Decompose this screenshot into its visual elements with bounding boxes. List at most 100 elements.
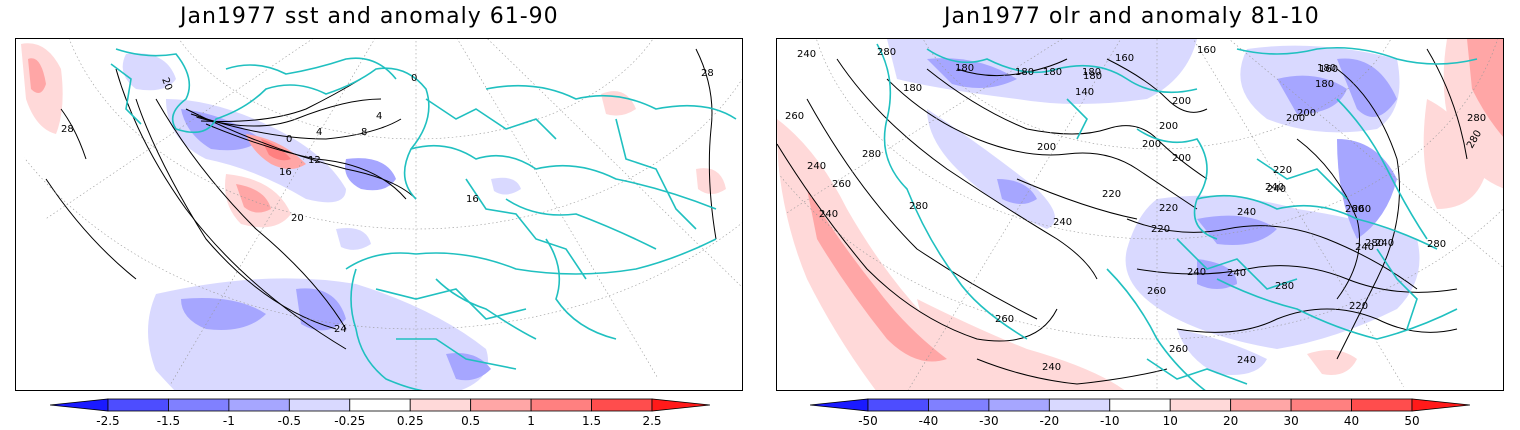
contour-line bbox=[1426, 48, 1468, 160]
warm-anomaly-region bbox=[917, 299, 1127, 390]
colorbar-segment bbox=[867, 398, 929, 412]
colorbar-arrow-low bbox=[50, 398, 109, 412]
left-panel-title: Jan1977 sst and anomaly 61-90 bbox=[180, 4, 559, 29]
cool-anomaly-region bbox=[345, 158, 396, 191]
graticule bbox=[777, 39, 1503, 390]
warm-anomaly-region bbox=[601, 91, 636, 116]
contour-label: 260 bbox=[995, 314, 1014, 325]
contour-line bbox=[45, 178, 137, 280]
contour-label: 280 bbox=[862, 149, 881, 160]
contour-label: 4 bbox=[376, 111, 382, 122]
contour-label: 240 bbox=[1355, 242, 1374, 253]
contour-label: 160 bbox=[1197, 45, 1216, 56]
contour-label: 160 bbox=[1319, 64, 1338, 75]
contour-label: 180 bbox=[903, 83, 922, 94]
olr-contours bbox=[777, 48, 1468, 385]
contour-line bbox=[926, 68, 1208, 180]
contour-label: 280 bbox=[909, 201, 928, 212]
contour-label: 180 bbox=[1082, 67, 1101, 78]
colorbar-tick-label: 20 bbox=[1223, 414, 1238, 427]
colorbar-tick-label: -30 bbox=[979, 414, 999, 427]
colorbar-segment bbox=[349, 398, 411, 412]
cool-anomaly-region bbox=[122, 53, 176, 91]
contour-line bbox=[1136, 265, 1458, 293]
contour-label: 280 bbox=[1275, 281, 1294, 292]
contour-label: 16 bbox=[279, 167, 292, 178]
cool-anomaly-region bbox=[296, 288, 346, 331]
colorbar-tick-label: -20 bbox=[1040, 414, 1060, 427]
colorbar-tick-label: -1.5 bbox=[157, 414, 180, 427]
contour-label: 260 bbox=[1147, 286, 1166, 297]
contour-label: 180 bbox=[1315, 79, 1334, 90]
colorbar-tick-label: -40 bbox=[919, 414, 939, 427]
cool-anomaly-region bbox=[1197, 259, 1237, 289]
warm-anomaly-region bbox=[1307, 350, 1357, 375]
contour-line bbox=[836, 58, 1098, 280]
contour-label: 140 bbox=[1075, 87, 1094, 98]
contour-label: 280 bbox=[1365, 238, 1384, 249]
colorbar-segment bbox=[1290, 398, 1352, 412]
colorbar-segment bbox=[288, 398, 351, 412]
cool-anomaly-region bbox=[1197, 215, 1277, 245]
contour-label: 0 bbox=[286, 134, 292, 145]
contour-label: 180 bbox=[955, 63, 974, 74]
warm-anomaly-region bbox=[777, 119, 1037, 390]
coastlines bbox=[876, 43, 1478, 390]
cool-anomaly-region bbox=[1337, 139, 1397, 239]
contour-label: 220 bbox=[1273, 165, 1292, 176]
contour-label: 260 bbox=[832, 179, 851, 190]
contour-label: 240 bbox=[1227, 268, 1246, 279]
cool-anomaly-region bbox=[446, 353, 491, 381]
contour-line bbox=[695, 48, 717, 240]
warm-anomaly-region bbox=[1423, 99, 1487, 209]
colorbar-segment bbox=[1109, 398, 1171, 412]
colorbar-segment bbox=[928, 398, 990, 412]
olr-contour-labels: 240 280 180 180 180 180 160 160 180 140 … bbox=[785, 45, 1486, 373]
coastlines bbox=[110, 48, 737, 390]
contour-label: 240 bbox=[1042, 362, 1061, 373]
colorbar-tick-label: -2.5 bbox=[96, 414, 119, 427]
contour-label: 200 bbox=[1286, 113, 1305, 124]
colorbar-arrow-high bbox=[651, 398, 710, 412]
contour-label: 240 bbox=[1237, 355, 1256, 366]
cool-anomaly-region bbox=[491, 177, 521, 195]
contour-label: 220 bbox=[1349, 301, 1368, 312]
contour-label: 12 bbox=[308, 155, 321, 166]
contour-label: 260 bbox=[1352, 204, 1371, 215]
contour-line bbox=[200, 78, 362, 122]
contour-label: 240 bbox=[1187, 267, 1206, 278]
contour-label: 240 bbox=[1267, 184, 1286, 195]
contour-label: 220 bbox=[1159, 203, 1178, 214]
sst-anomaly-colorbar: -2.5 -1.5 -1 -0.5 -0.25 0.25 0.5 1 1.5 2.5 bbox=[50, 398, 710, 427]
cool-anomaly-region bbox=[1277, 75, 1347, 114]
contour-line bbox=[1106, 58, 1208, 113]
right-panel-title: Jan1977 olr and anomaly 81-10 bbox=[944, 4, 1320, 29]
colorbar-arrow-low bbox=[810, 398, 869, 412]
contour-label: 160 bbox=[1115, 53, 1134, 64]
contour-label: 240 bbox=[1237, 207, 1256, 218]
contour-label: 240 bbox=[819, 209, 838, 220]
contour-line bbox=[806, 98, 1038, 320]
colorbar-tick-label: 0.5 bbox=[461, 414, 480, 427]
contour-label: 200 bbox=[1297, 108, 1316, 119]
contour-label: 0 bbox=[411, 73, 417, 84]
contour-label: 4 bbox=[316, 127, 322, 138]
warm-anomaly-region bbox=[696, 168, 726, 194]
colorbar-tick-label: -50 bbox=[858, 414, 878, 427]
colorbar-tick-label: 40 bbox=[1344, 414, 1359, 427]
colorbar-tick-label: 10 bbox=[1163, 414, 1178, 427]
contour-label: 220 bbox=[1102, 189, 1121, 200]
contour-label: 280 bbox=[877, 47, 896, 58]
colorbar-tick-label: 1 bbox=[527, 414, 535, 427]
contour-label: 20 bbox=[291, 213, 304, 224]
contour-line bbox=[1336, 68, 1400, 360]
cool-anomaly-region bbox=[181, 298, 266, 330]
warm-anomaly-region bbox=[28, 58, 46, 93]
colorbar-tick-label: -0.5 bbox=[278, 414, 301, 427]
contour-label: 200 bbox=[1142, 139, 1161, 150]
contour-label: 180 bbox=[1043, 67, 1062, 78]
colorbar-segment bbox=[1048, 398, 1111, 412]
warm-anomaly-region bbox=[236, 184, 271, 213]
contour-line bbox=[1126, 218, 1418, 290]
contour-label: 180 bbox=[1083, 71, 1102, 82]
